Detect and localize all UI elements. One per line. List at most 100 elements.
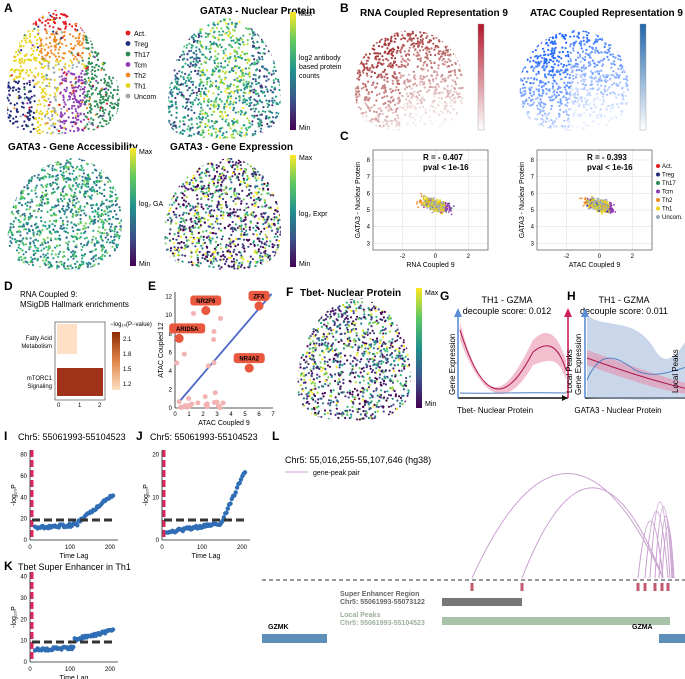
cell-point [178, 24, 181, 28]
cell-point [6, 112, 9, 115]
cell-point [254, 249, 257, 252]
cell-point [92, 128, 95, 131]
cell-point [166, 213, 169, 216]
cell-point [209, 272, 211, 274]
cell-point [22, 196, 25, 199]
cell-point [63, 88, 66, 91]
cell-point [30, 177, 34, 180]
cell-point [82, 224, 85, 227]
cell-point [37, 81, 40, 84]
cell-point [185, 266, 188, 269]
cell-point [218, 69, 221, 72]
cell-point [64, 192, 68, 196]
cell-point [15, 12, 18, 15]
cell-point [173, 69, 176, 72]
cell-point [64, 120, 67, 123]
cell-point [230, 233, 233, 237]
cell-point [19, 270, 21, 272]
cell-point [269, 120, 272, 123]
cell-point [243, 52, 246, 56]
cell-point [254, 78, 257, 81]
cell-point [258, 268, 261, 270]
cell-point [20, 11, 23, 14]
cell-point [231, 34, 234, 38]
cell-point [111, 191, 114, 194]
cell-point [109, 167, 113, 170]
cell-point [33, 27, 36, 30]
cell-point [112, 26, 115, 29]
cell-point [265, 79, 268, 82]
cell-point [91, 210, 94, 214]
cell-point [18, 50, 21, 53]
cell-point [71, 91, 74, 94]
cell-point [54, 181, 57, 184]
cell-point [12, 86, 15, 89]
cell-point [121, 27, 123, 29]
cell-point [108, 131, 111, 134]
cell-point [109, 91, 113, 94]
cell-point [269, 89, 272, 92]
cell-point [119, 54, 120, 57]
cell-point [66, 231, 70, 234]
cell-point [93, 164, 96, 167]
cell-point [123, 251, 125, 253]
cell-point [117, 191, 120, 194]
cell-point [32, 159, 36, 162]
cell-point [213, 209, 216, 212]
cell-point [118, 209, 122, 212]
cell-point [257, 248, 260, 251]
cell-point [168, 110, 171, 113]
cell-point [101, 258, 104, 261]
cell-point [14, 59, 17, 62]
cell-point [224, 175, 228, 178]
cell-point [115, 26, 118, 29]
cell-point [36, 46, 40, 49]
cell-point [23, 225, 26, 228]
cell-point [14, 175, 17, 178]
cell-point [203, 112, 206, 115]
cell-point [84, 222, 87, 225]
cell-point [220, 62, 223, 65]
cell-point [225, 260, 228, 263]
cell-point [46, 131, 49, 134]
cell-point [33, 257, 37, 260]
cell-point [117, 107, 120, 111]
cell-point [33, 100, 36, 103]
cell-point [40, 49, 43, 52]
cell-point [260, 90, 263, 93]
cell-point [213, 70, 216, 73]
cell-point [270, 226, 273, 229]
cell-point [179, 130, 182, 134]
cell-point [13, 103, 16, 106]
cell-point [209, 258, 212, 262]
cell-point [268, 254, 272, 257]
cell-point [167, 24, 170, 27]
cell-point [83, 158, 86, 162]
cell-point [232, 83, 235, 87]
cell-point [219, 247, 223, 250]
cell-point [59, 163, 62, 166]
cell-point [82, 135, 84, 137]
cell-point [162, 262, 164, 264]
cell-point [59, 120, 62, 123]
cell-point [235, 37, 238, 40]
cell-point [115, 198, 118, 201]
cell-point [44, 254, 47, 257]
cell-point [92, 27, 95, 30]
cell-point [24, 114, 27, 117]
cell-point [184, 36, 187, 39]
cell-point [27, 165, 30, 168]
cell-point [93, 18, 96, 21]
cell-point [254, 74, 257, 77]
cell-point [21, 264, 24, 267]
cell-point [121, 8, 123, 10]
cell-point [55, 7, 57, 9]
cell-point [219, 98, 222, 101]
cell-point [40, 177, 43, 180]
cell-point [228, 71, 231, 74]
cell-point [240, 111, 244, 114]
cell-point [6, 79, 8, 82]
cell-point [269, 178, 272, 182]
cell-point [78, 40, 81, 43]
cell-point [193, 133, 196, 136]
